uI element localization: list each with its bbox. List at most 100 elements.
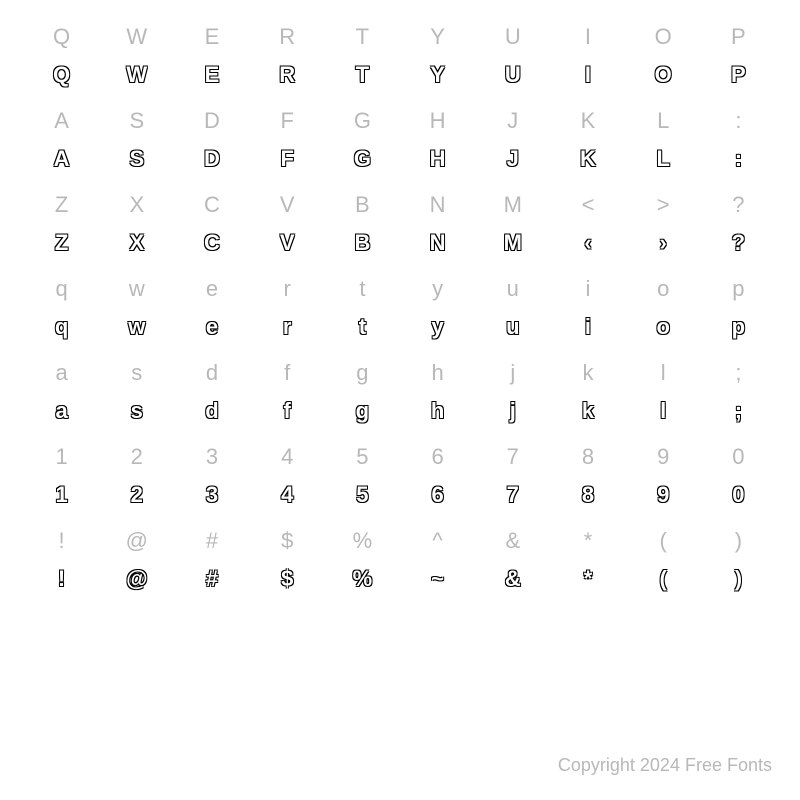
char-cell: ^~ <box>400 522 475 598</box>
char-cell: 22 <box>99 438 174 514</box>
char-label: K <box>581 102 596 140</box>
char-label: 8 <box>582 438 594 476</box>
char-glyph: a <box>55 392 67 430</box>
char-glyph: T <box>356 56 369 94</box>
char-cell: dd <box>174 354 249 430</box>
char-label: $ <box>281 522 293 560</box>
char-cell: DD <box>174 102 249 178</box>
char-glyph: H <box>430 140 446 178</box>
char-label: a <box>55 354 67 392</box>
char-glyph: D <box>204 140 220 178</box>
char-cell: JJ <box>475 102 550 178</box>
char-cell: rr <box>250 270 325 346</box>
char-glyph: l <box>660 392 666 430</box>
char-label: w <box>129 270 145 308</box>
char-cell: AA <box>24 102 99 178</box>
char-label: P <box>731 18 746 56</box>
char-cell: %% <box>325 522 400 598</box>
char-glyph: 6 <box>431 476 443 514</box>
char-label: L <box>657 102 669 140</box>
char-label: O <box>655 18 672 56</box>
char-label: F <box>280 102 293 140</box>
char-glyph: 8 <box>582 476 594 514</box>
char-label: j <box>510 354 515 392</box>
char-glyph: W <box>126 56 147 94</box>
char-label: : <box>735 102 741 140</box>
char-glyph: P <box>731 56 746 94</box>
char-cell: gg <box>325 354 400 430</box>
char-glyph: p <box>732 308 745 346</box>
char-cell: yy <box>400 270 475 346</box>
char-glyph: # <box>206 560 218 598</box>
char-label: I <box>585 18 591 56</box>
char-label: U <box>505 18 521 56</box>
char-cell: @@ <box>99 522 174 598</box>
character-map-grid: QQWWEERRTTYYUUIIOOPPAASSDDFFGGHHJJKKLL::… <box>0 0 800 606</box>
char-cell: oo <box>626 270 701 346</box>
char-cell: NN <box>400 186 475 262</box>
char-glyph: K <box>580 140 596 178</box>
char-label: p <box>732 270 744 308</box>
char-glyph: e <box>206 308 218 346</box>
char-cell: pp <box>701 270 776 346</box>
char-glyph: t <box>359 308 366 346</box>
char-glyph: j <box>510 392 516 430</box>
char-cell: ww <box>99 270 174 346</box>
char-label: k <box>582 354 593 392</box>
char-glyph: J <box>507 140 519 178</box>
char-label: d <box>206 354 218 392</box>
char-label: T <box>356 18 369 56</box>
char-cell: II <box>550 18 625 94</box>
char-glyph: : <box>735 140 742 178</box>
char-glyph: C <box>204 224 220 262</box>
char-cell: VV <box>250 186 325 262</box>
char-label: B <box>355 186 370 224</box>
char-cell: 66 <box>400 438 475 514</box>
char-cell: ii <box>550 270 625 346</box>
char-cell: FF <box>250 102 325 178</box>
char-label: M <box>504 186 522 224</box>
char-cell: ff <box>250 354 325 430</box>
char-glyph: Y <box>430 56 445 94</box>
char-glyph: q <box>55 308 68 346</box>
char-label: l <box>661 354 666 392</box>
char-cell: SS <box>99 102 174 178</box>
char-glyph: A <box>54 140 70 178</box>
char-label: r <box>284 270 291 308</box>
char-cell: aa <box>24 354 99 430</box>
char-label: o <box>657 270 669 308</box>
char-label: D <box>204 102 220 140</box>
char-glyph: V <box>280 224 295 262</box>
char-label: < <box>582 186 595 224</box>
char-label: ? <box>732 186 744 224</box>
char-glyph: U <box>505 56 521 94</box>
char-label: * <box>584 522 593 560</box>
char-label: # <box>206 522 218 560</box>
char-label: G <box>354 102 371 140</box>
char-glyph: * <box>584 560 593 598</box>
char-label: h <box>431 354 443 392</box>
char-glyph: 2 <box>131 476 143 514</box>
char-cell: 55 <box>325 438 400 514</box>
char-glyph: F <box>280 140 293 178</box>
char-glyph: E <box>205 56 220 94</box>
char-glyph: L <box>656 140 669 178</box>
char-cell: 77 <box>475 438 550 514</box>
char-label: W <box>126 18 147 56</box>
char-cell: ll <box>626 354 701 430</box>
char-glyph: k <box>582 392 594 430</box>
char-label: Y <box>430 18 445 56</box>
char-label: f <box>284 354 290 392</box>
char-label: 2 <box>131 438 143 476</box>
char-cell: tt <box>325 270 400 346</box>
char-glyph: o <box>656 308 669 346</box>
char-cell: QQ <box>24 18 99 94</box>
char-cell: && <box>475 522 550 598</box>
char-label: H <box>430 102 446 140</box>
char-label: Q <box>53 18 70 56</box>
char-cell: 88 <box>550 438 625 514</box>
char-glyph: ( <box>660 560 667 598</box>
char-glyph: 5 <box>356 476 368 514</box>
char-glyph: 0 <box>732 476 744 514</box>
char-cell: 99 <box>626 438 701 514</box>
